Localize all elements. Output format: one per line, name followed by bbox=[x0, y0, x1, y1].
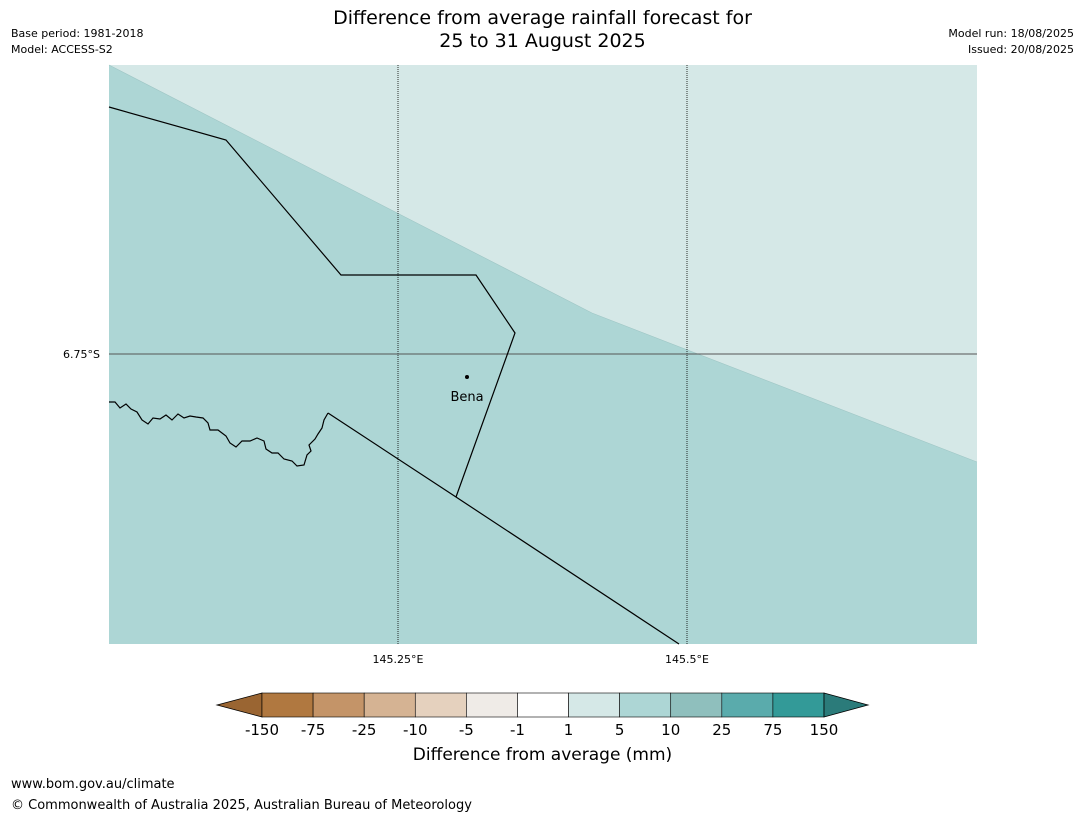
colorbar-segment bbox=[312, 692, 365, 718]
title-line-1: Difference from average rainfall forecas… bbox=[333, 7, 752, 29]
colorbar: -150 -75 -25 -10 -5 -1 1 5 10 25 75 150 bbox=[215, 692, 870, 739]
colorbar-tick-labels: -150 -75 -25 -10 -5 -1 1 5 10 25 75 150 bbox=[245, 721, 838, 739]
colorbar-tick-label: -75 bbox=[301, 721, 326, 739]
colorbar-tick-label: -150 bbox=[245, 721, 279, 739]
colorbar-segment bbox=[466, 692, 518, 718]
colorbar-segment bbox=[772, 692, 825, 718]
colorbar-tick-label: 10 bbox=[661, 721, 680, 739]
colorbar-extend-low bbox=[215, 692, 263, 718]
colorbar-tick-label: -1 bbox=[510, 721, 525, 739]
contour-edge bbox=[108, 64, 978, 463]
colorbar-tick-label: 5 bbox=[615, 721, 625, 739]
colorbar-segment bbox=[568, 692, 620, 718]
colorbar-segment bbox=[261, 692, 314, 718]
colorbar-extend-high bbox=[823, 692, 870, 718]
town-marker bbox=[465, 375, 469, 379]
footer-url: www.bom.gov.au/climate bbox=[11, 777, 175, 792]
colorbar-tick-label: -25 bbox=[352, 721, 377, 739]
issued-text: Issued: 20/08/2025 bbox=[967, 43, 1074, 56]
meta-right: Model run: 18/08/2025 Issued: 20/08/2025 bbox=[948, 26, 1074, 58]
lon-label-145-25: 145.25°E bbox=[373, 653, 424, 666]
footer-copyright: © Commonwealth of Australia 2025, Austra… bbox=[11, 798, 472, 813]
colorbar-segment bbox=[517, 692, 569, 718]
title-line-2: 25 to 31 August 2025 bbox=[439, 30, 646, 52]
lon-label-145-5: 145.5°E bbox=[665, 653, 709, 666]
province-boundary bbox=[108, 106, 516, 498]
colorbar-tick-label: 1 bbox=[564, 721, 574, 739]
colorbar-segment bbox=[363, 692, 416, 718]
province-boundary-west bbox=[109, 401, 329, 467]
colorbar-segment bbox=[670, 692, 723, 718]
meta-left: Base period: 1981-2018 Model: ACCESS-S2 bbox=[11, 26, 143, 58]
forecast-map: Bena 6.75°S 145.25°E 145.5°E bbox=[63, 64, 978, 666]
colorbar-segments bbox=[261, 692, 825, 718]
footer: www.bom.gov.au/climate © Commonwealth of… bbox=[11, 774, 472, 816]
colorbar-segment bbox=[721, 692, 774, 718]
colorbar-tick-label: 25 bbox=[712, 721, 731, 739]
model-run-text: Model run: 18/08/2025 bbox=[948, 27, 1074, 40]
colorbar-tick-label: -10 bbox=[403, 721, 428, 739]
town-label: Bena bbox=[450, 390, 483, 405]
colorbar-title: Difference from average (mm) bbox=[412, 745, 673, 765]
colorbar-tick-label: 75 bbox=[763, 721, 782, 739]
colorbar-segment bbox=[414, 692, 467, 718]
colorbar-tick-label: 150 bbox=[810, 721, 839, 739]
model-text: Model: ACCESS-S2 bbox=[11, 43, 113, 56]
map-title: Difference from average rainfall forecas… bbox=[200, 7, 885, 53]
colorbar-segment bbox=[619, 692, 672, 718]
lat-label: 6.75°S bbox=[63, 348, 100, 361]
colorbar-tick-label: -5 bbox=[459, 721, 474, 739]
province-boundary-south bbox=[327, 412, 680, 645]
base-period-text: Base period: 1981-2018 bbox=[11, 27, 144, 40]
